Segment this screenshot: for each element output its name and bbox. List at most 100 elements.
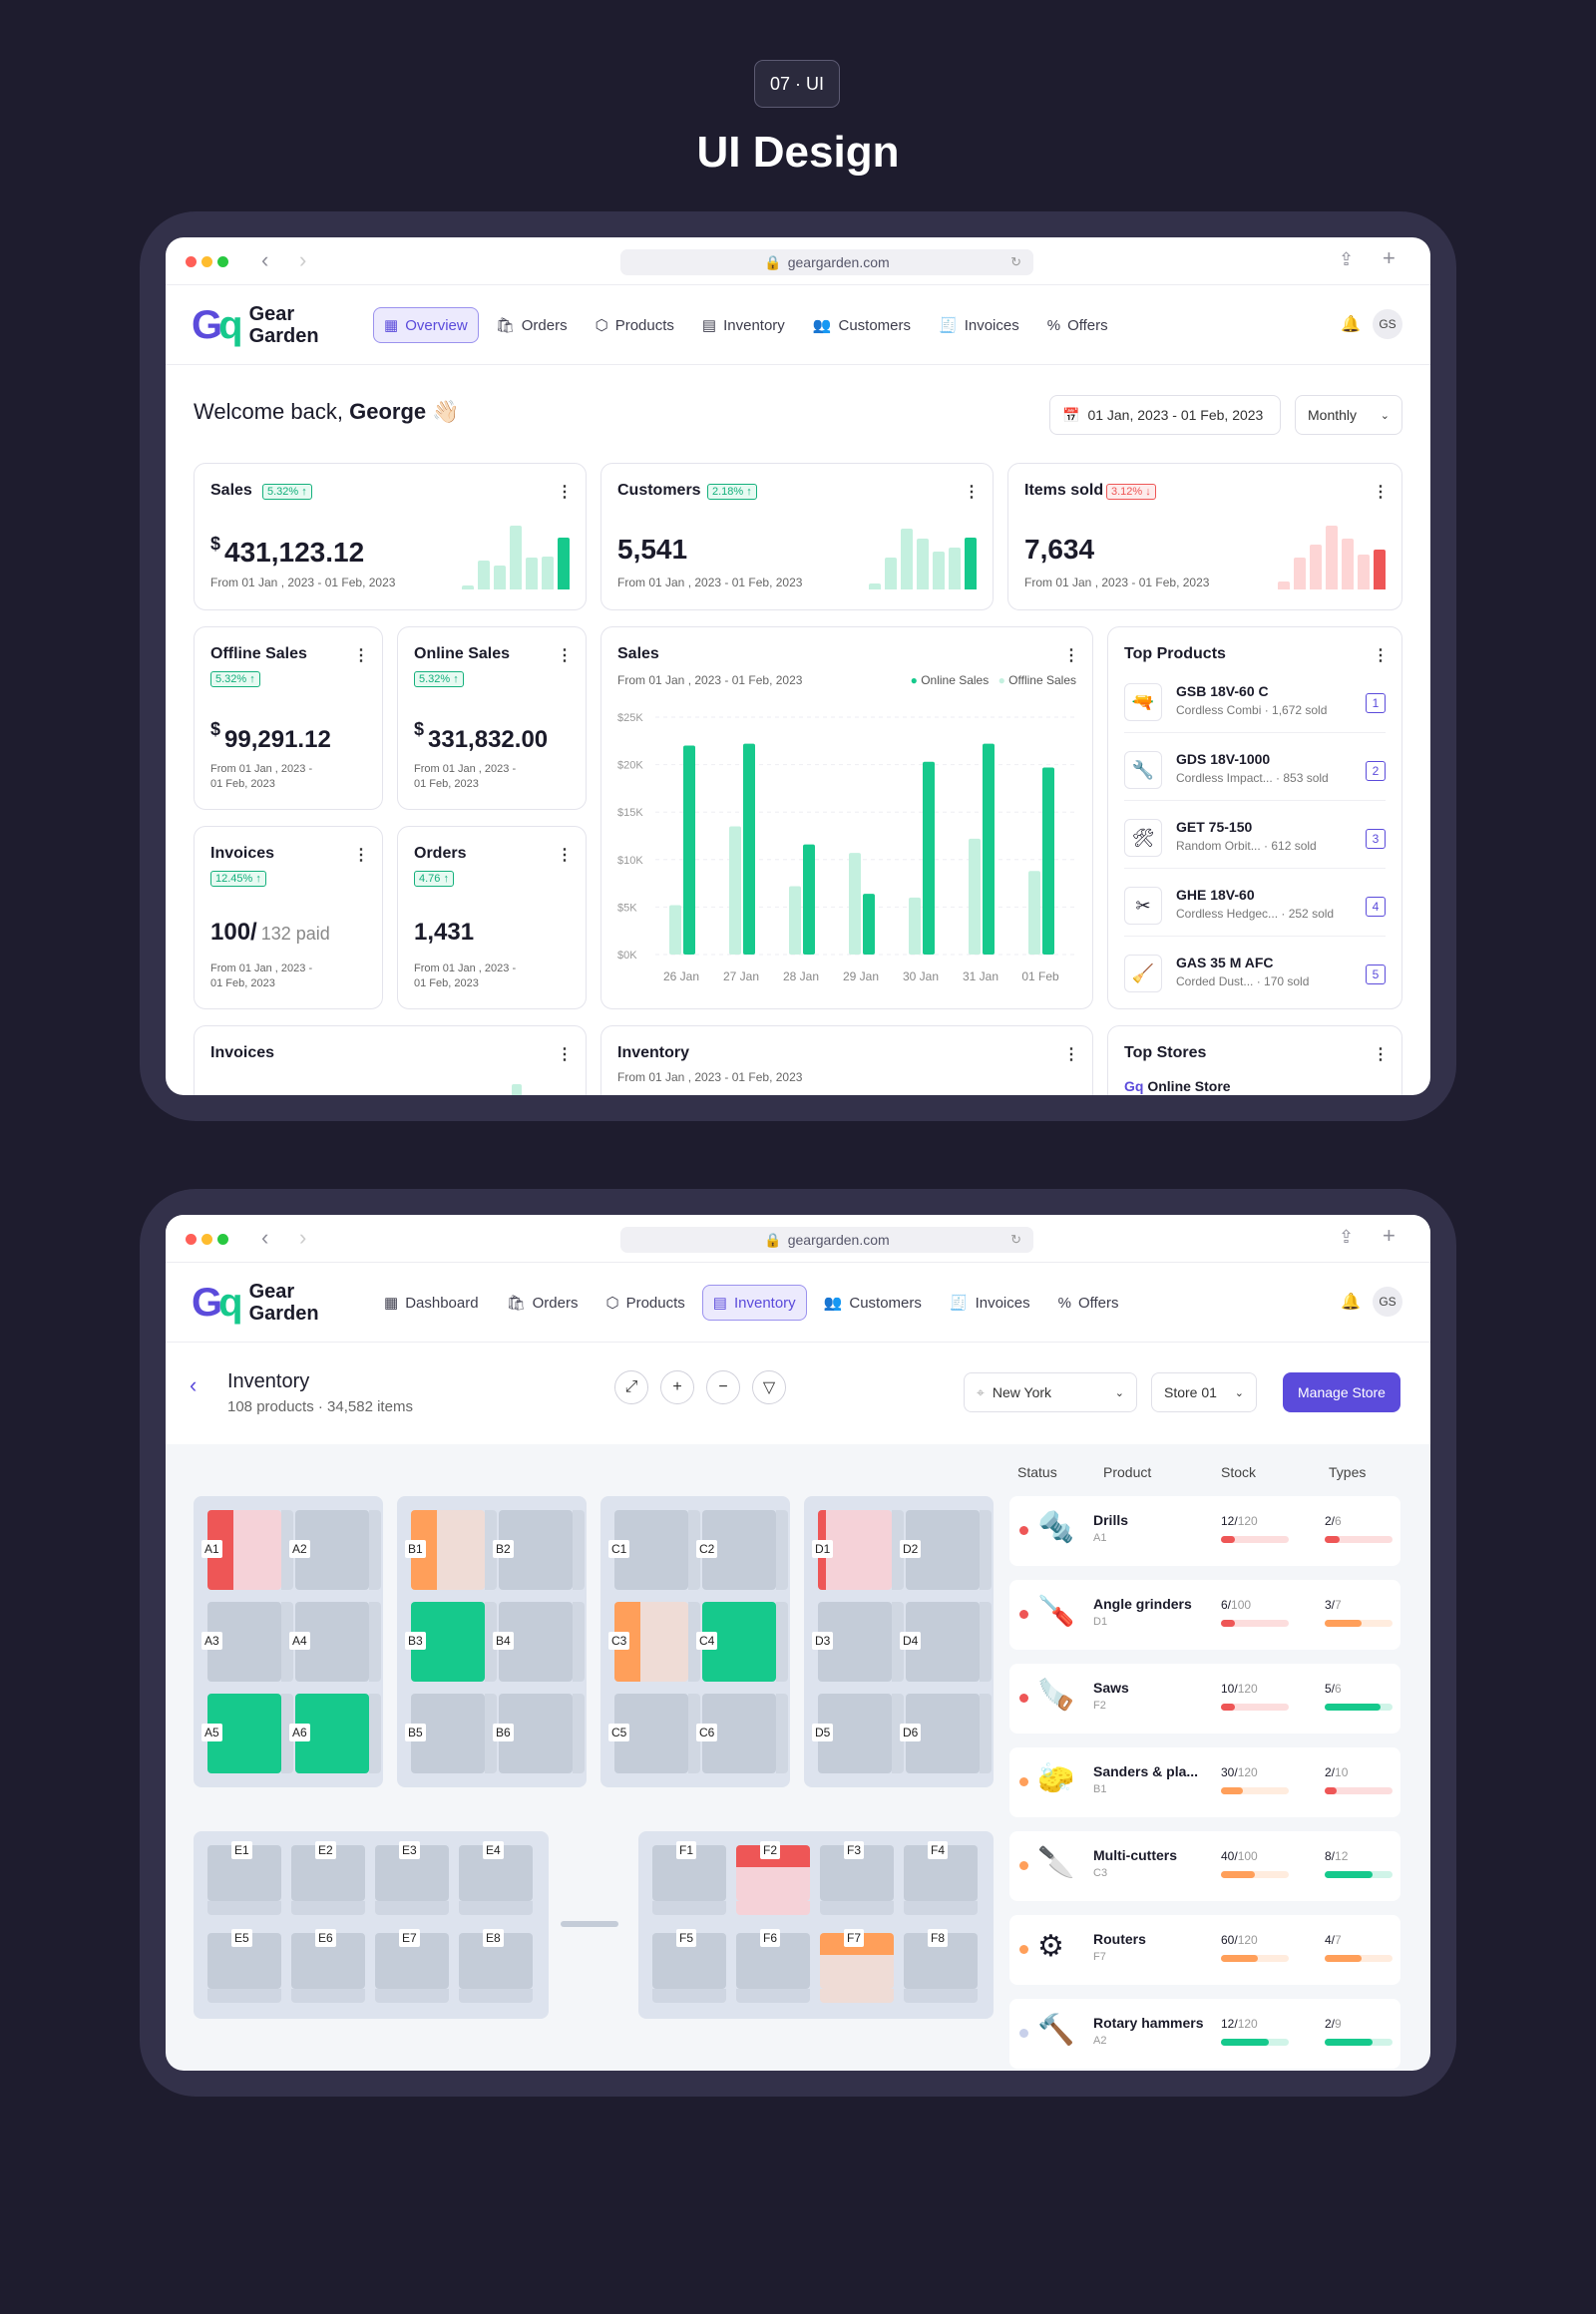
shelf-slot[interactable]: D4 — [900, 1602, 992, 1682]
top-product-item[interactable]: 🔫 GSB 18V-60 C Cordless Combi · 1,672 sold… — [1124, 673, 1386, 733]
product-row[interactable]: ⚙ Routers F7 60/120 4/7 — [1009, 1915, 1400, 1985]
address-bar[interactable]: 🔒 geargarden.com ↻ — [620, 1227, 1033, 1253]
shelf-slot[interactable]: E5 — [207, 1929, 281, 2003]
more-icon[interactable]: ⋮ — [1063, 1046, 1079, 1063]
shelf-slot[interactable]: A1 — [201, 1510, 293, 1590]
maximize-dot[interactable] — [217, 256, 228, 267]
minimize-dot[interactable] — [201, 1234, 212, 1245]
shelf-slot[interactable]: F8 — [904, 1929, 978, 2003]
filter-icon[interactable]: ▽ — [752, 1370, 786, 1404]
share-icon[interactable]: ⇪ — [1339, 1227, 1355, 1247]
shelf-slot[interactable]: C5 — [608, 1694, 700, 1773]
more-icon[interactable]: ⋮ — [557, 647, 573, 664]
shelf-slot[interactable]: F4 — [904, 1841, 978, 1915]
shelf-slot[interactable]: B3 — [405, 1602, 497, 1682]
new-tab-icon[interactable]: + — [1383, 1223, 1396, 1248]
maximize-dot[interactable] — [217, 1234, 228, 1245]
fullscreen-icon[interactable]: ⤢ — [614, 1370, 648, 1404]
shelf-slot[interactable]: D6 — [900, 1694, 992, 1773]
back-arrow-icon[interactable]: ‹ — [261, 247, 269, 272]
more-icon[interactable]: ⋮ — [353, 647, 369, 664]
shelf-slot[interactable]: E1 — [207, 1841, 281, 1915]
shelf-slot[interactable]: A2 — [289, 1510, 381, 1590]
top-product-item[interactable]: 🛠 GET 75-150 Random Orbit... · 612 sold 3 — [1124, 809, 1386, 869]
address-bar[interactable]: 🔒 geargarden.com ↻ — [620, 249, 1033, 275]
shelf-slot[interactable]: A4 — [289, 1602, 381, 1682]
close-dot[interactable] — [186, 1234, 197, 1245]
tab-inventory[interactable]: ▤ Inventory — [691, 307, 796, 343]
bell-icon[interactable]: 🔔 — [1341, 1294, 1361, 1311]
tab-orders[interactable]: 🛍 Orders — [485, 307, 579, 343]
more-icon[interactable]: ⋮ — [1373, 484, 1389, 501]
shelf-slot[interactable]: E6 — [291, 1929, 365, 2003]
tab-invoices[interactable]: 🧾 Invoices — [928, 307, 1030, 343]
product-row[interactable]: 🔩 Drills A1 12/120 2/6 — [1009, 1496, 1400, 1566]
shelf-slot[interactable]: C4 — [696, 1602, 788, 1682]
more-icon[interactable]: ⋮ — [964, 484, 980, 501]
bell-icon[interactable]: 🔔 — [1341, 316, 1361, 333]
zoom-out-icon[interactable]: − — [706, 1370, 740, 1404]
shelf-slot[interactable]: E2 — [291, 1841, 365, 1915]
shelf-slot[interactable]: F2 — [736, 1841, 810, 1915]
tab-products[interactable]: ⬡ Products — [595, 1285, 695, 1321]
shelf-slot[interactable]: B2 — [493, 1510, 585, 1590]
shelf-slot[interactable]: F7 — [820, 1929, 894, 2003]
shelf-slot[interactable]: D1 — [812, 1510, 904, 1590]
city-select[interactable]: ⌖ New York ⌄ — [964, 1372, 1137, 1412]
top-product-item[interactable]: ✂ GHE 18V-60 Cordless Hedgec... · 252 sold… — [1124, 877, 1386, 937]
product-row[interactable]: 🔪 Multi-cutters C3 40/100 8/12 — [1009, 1831, 1400, 1901]
date-range-picker[interactable]: 📅 01 Jan, 2023 - 01 Feb, 2023 — [1049, 395, 1281, 435]
period-select[interactable]: Monthly ⌄ — [1295, 395, 1402, 435]
tab-customers[interactable]: 👥 Customers — [813, 1285, 933, 1321]
shelf-slot[interactable]: E8 — [459, 1929, 533, 2003]
shelf-slot[interactable]: F1 — [652, 1841, 726, 1915]
product-row[interactable]: 🔨 Rotary hammers A2 12/120 2/9 — [1009, 1999, 1400, 2069]
tab-dashboard[interactable]: ▦ Dashboard — [373, 1285, 490, 1321]
tab-orders[interactable]: 🛍 Orders — [496, 1285, 590, 1321]
shelf-slot[interactable]: C2 — [696, 1510, 788, 1590]
tab-customers[interactable]: 👥 Customers — [802, 307, 922, 343]
back-chevron-icon[interactable]: ‹ — [190, 1372, 198, 1397]
shelf-slot[interactable]: A5 — [201, 1694, 293, 1773]
tab-overview[interactable]: ▦ Overview — [373, 307, 479, 343]
tab-inventory[interactable]: ▤ Inventory — [701, 1285, 807, 1321]
shelf-slot[interactable]: E3 — [375, 1841, 449, 1915]
shelf-slot[interactable]: C3 — [608, 1602, 700, 1682]
shelf-slot[interactable]: B6 — [493, 1694, 585, 1773]
more-icon[interactable]: ⋮ — [1373, 647, 1389, 664]
avatar[interactable]: GS — [1373, 309, 1402, 339]
shelf-slot[interactable]: D2 — [900, 1510, 992, 1590]
reload-icon[interactable]: ↻ — [1010, 254, 1021, 269]
more-icon[interactable]: ⋮ — [1373, 1046, 1389, 1063]
more-icon[interactable]: ⋮ — [557, 484, 573, 501]
product-row[interactable]: 🧽 Sanders & pla... B1 30/120 2/10 — [1009, 1747, 1400, 1817]
logo[interactable]: Gq Gear Garden — [192, 303, 319, 347]
back-arrow-icon[interactable]: ‹ — [261, 1225, 269, 1250]
product-row[interactable]: 🪚 Saws F2 10/120 5/6 — [1009, 1664, 1400, 1734]
shelf-slot[interactable]: A3 — [201, 1602, 293, 1682]
forward-arrow-icon[interactable]: › — [299, 1225, 307, 1250]
shelf-slot[interactable]: A6 — [289, 1694, 381, 1773]
logo[interactable]: Gq Gear Garden — [192, 1281, 319, 1325]
minimize-dot[interactable] — [201, 256, 212, 267]
tab-offers[interactable]: % Offers — [1036, 307, 1119, 343]
more-icon[interactable]: ⋮ — [557, 1046, 573, 1063]
shelf-slot[interactable]: B1 — [405, 1510, 497, 1590]
more-icon[interactable]: ⋮ — [353, 847, 369, 864]
more-icon[interactable]: ⋮ — [557, 847, 573, 864]
new-tab-icon[interactable]: + — [1383, 245, 1396, 270]
tab-invoices[interactable]: 🧾 Invoices — [939, 1285, 1041, 1321]
top-product-item[interactable]: 🧹 GAS 35 M AFC Corded Dust... · 170 sold 5 — [1124, 945, 1386, 1004]
close-dot[interactable] — [186, 256, 197, 267]
manage-store-button[interactable]: Manage Store — [1283, 1372, 1400, 1412]
avatar[interactable]: GS — [1373, 1287, 1402, 1317]
shelf-slot[interactable]: B5 — [405, 1694, 497, 1773]
top-product-item[interactable]: 🔧 GDS 18V-1000 Cordless Impact... · 853 so… — [1124, 741, 1386, 801]
product-row[interactable]: 🪛 Angle grinders D1 6/100 3/7 — [1009, 1580, 1400, 1650]
tab-products[interactable]: ⬡ Products — [585, 307, 685, 343]
shelf-slot[interactable]: D5 — [812, 1694, 904, 1773]
reload-icon[interactable]: ↻ — [1010, 1232, 1021, 1247]
shelf-slot[interactable]: C6 — [696, 1694, 788, 1773]
shelf-slot[interactable]: F3 — [820, 1841, 894, 1915]
shelf-slot[interactable]: F5 — [652, 1929, 726, 2003]
